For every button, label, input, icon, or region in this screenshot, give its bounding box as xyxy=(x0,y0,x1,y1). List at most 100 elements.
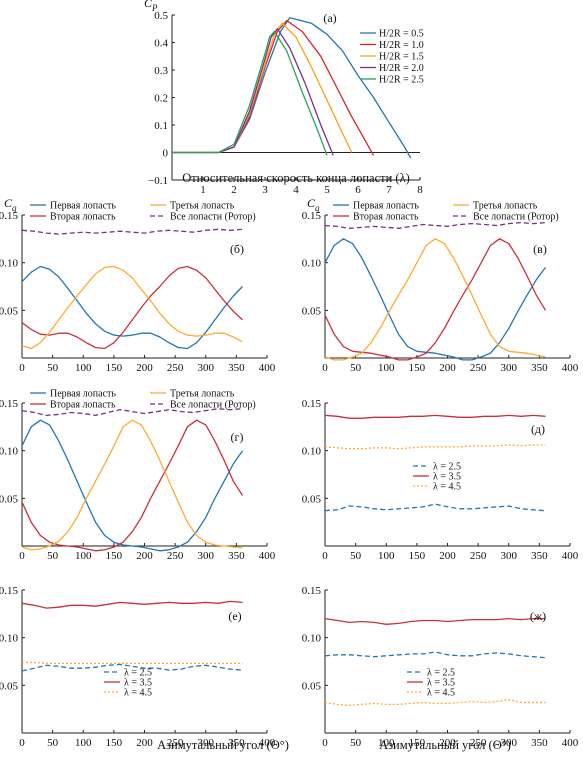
x-tick-label: 100 xyxy=(378,362,395,374)
x-tick-label: 100 xyxy=(75,550,92,562)
series-line-3 xyxy=(172,28,334,156)
legend: λ = 2.5λ = 3.5λ = 4.5 xyxy=(407,668,455,699)
legend-label-1: λ = 3.5 xyxy=(433,472,461,483)
y-tick-label: 0 xyxy=(163,148,169,160)
legend-label-0: Первая лопасть xyxy=(353,201,419,212)
panel-label: (д) xyxy=(531,422,545,436)
x-tick-label: 300 xyxy=(198,737,215,749)
panel-a: 1 2 3 4 5 6 7 8 −0.1 0 0.1 0.2 0.3 0.4 0.5CP Относитель… xyxy=(144,0,424,196)
legend-label-1: H/2R = 1.0 xyxy=(379,40,424,51)
legend-label-0: Первая лопасть xyxy=(50,201,116,212)
legend-label-3: Все лопасти (Ротор) xyxy=(473,212,559,223)
x-tick-label: 300 xyxy=(501,737,518,749)
x-tick-label: 0 xyxy=(322,362,328,374)
y-tick-label: 0.05 xyxy=(0,305,19,317)
series-line-2 xyxy=(21,419,243,551)
legend-label-3: Все лопасти (Ротор) xyxy=(170,400,256,411)
series-line-1 xyxy=(324,238,547,361)
series-line-1 xyxy=(324,617,546,625)
y-tick-label: 0.15 xyxy=(302,585,322,597)
legend-label-2: Третья лопасть xyxy=(170,201,235,212)
x-tick-label: 400 xyxy=(562,737,579,749)
y-tick-label: 0.05 xyxy=(302,305,322,317)
y-tick-label: 0.10 xyxy=(302,446,322,458)
x-tick-label: 150 xyxy=(106,550,123,562)
legend-label-2: Третья лопасть xyxy=(473,201,538,212)
series-line-3 xyxy=(324,221,546,229)
y-tick-label: 0.1 xyxy=(154,120,168,132)
panel-d: 0 50 100 150 200 250 300 350 400 0.05 0.10 0.15 (г) П… xyxy=(0,389,276,563)
y-tick-label: 0.15 xyxy=(0,210,19,222)
x-tick-label: 200 xyxy=(439,362,456,374)
y-tick-label: 0.05 xyxy=(0,493,19,505)
series-line-4 xyxy=(172,30,328,156)
x-tick-label: 300 xyxy=(198,362,215,374)
x-tick-label: 250 xyxy=(167,362,184,374)
series-line-0 xyxy=(172,17,412,159)
legend-label-2: λ = 4.5 xyxy=(124,688,152,699)
x-tick-label: 5 xyxy=(324,184,330,196)
x-tick-label: 50 xyxy=(47,362,59,374)
x-tick-label: 400 xyxy=(562,550,579,562)
series-line-1 xyxy=(324,414,546,419)
x-tick-label: 350 xyxy=(531,362,548,374)
x-tick-label: 100 xyxy=(75,362,92,374)
series-line-0 xyxy=(324,238,547,361)
x-tick-label: 50 xyxy=(47,550,59,562)
y-tick-label: 0.15 xyxy=(302,398,322,410)
legend-label-4: H/2R = 2.5 xyxy=(379,75,424,86)
x-tick-label: 50 xyxy=(350,737,362,749)
y-tick-label: 0.2 xyxy=(154,93,168,105)
x-tick-label: 200 xyxy=(136,362,153,374)
x-tick-label: 350 xyxy=(228,550,245,562)
x-tick-label: 300 xyxy=(198,550,215,562)
x-tick-label: 350 xyxy=(531,550,548,562)
legend-label-2: λ = 4.5 xyxy=(433,482,461,493)
x-tick-label: 300 xyxy=(501,550,518,562)
x-tick-label: 200 xyxy=(439,550,456,562)
x-tick-label: 350 xyxy=(228,362,245,374)
series-line-1 xyxy=(21,600,243,609)
legend-label-2: H/2R = 1.5 xyxy=(379,52,424,63)
x-tick-label: 150 xyxy=(106,737,123,749)
y-tick-label: 0.15 xyxy=(0,585,19,597)
y-tick-label: 0.5 xyxy=(154,10,168,22)
y-tick-label: 0.05 xyxy=(302,493,322,505)
x-tick-label: 250 xyxy=(470,737,487,749)
legend-label-2: Третья лопасть xyxy=(170,389,235,400)
y-tick-label: 0.05 xyxy=(0,680,19,692)
x-tick-label: 100 xyxy=(378,737,395,749)
legend-label-1: Вторая лопасть xyxy=(50,400,116,411)
panel-label: (е) xyxy=(228,609,241,623)
panel-e: 0 50 100 150 200 250 300 350 400 0.05 0.10 0.15 (д) λ… xyxy=(302,398,579,562)
x-tick-label: 300 xyxy=(501,362,518,374)
legend: λ = 2.5λ = 3.5λ = 4.5 xyxy=(413,462,461,493)
y-tick-label: 0.15 xyxy=(302,210,322,222)
panel-label: (ж) xyxy=(530,609,546,623)
x-tick-label: 200 xyxy=(439,737,456,749)
x-tick-label: 150 xyxy=(409,737,426,749)
y-tick-label: 0.3 xyxy=(154,65,168,77)
y-tick-label: 0.10 xyxy=(0,633,19,645)
series-line-0 xyxy=(21,265,243,350)
x-tick-label: 4 xyxy=(293,184,299,196)
legend: λ = 2.5λ = 3.5λ = 4.5 xyxy=(104,668,152,699)
series-line-2 xyxy=(172,22,353,154)
legend-label-0: H/2R = 0.5 xyxy=(379,29,424,40)
x-tick-label: 150 xyxy=(409,362,426,374)
bottom-xlabel-left: Азимутальный угол (Θ°) xyxy=(157,738,289,752)
x-tick-label: 250 xyxy=(167,550,184,562)
series-line-3 xyxy=(21,408,243,417)
legend-label-1: λ = 3.5 xyxy=(427,678,455,689)
x-tick-label: 8 xyxy=(417,184,423,196)
legend-label-0: λ = 2.5 xyxy=(427,668,455,679)
x-tick-label: 250 xyxy=(167,737,184,749)
panel-f: 0 50 100 150 200 250 300 350 400 0.05 0.10 0.15 (е) λ… xyxy=(0,585,276,749)
legend-label-0: Первая лопасть xyxy=(50,389,116,400)
series-line-0 xyxy=(21,419,244,552)
x-tick-label: 150 xyxy=(409,550,426,562)
